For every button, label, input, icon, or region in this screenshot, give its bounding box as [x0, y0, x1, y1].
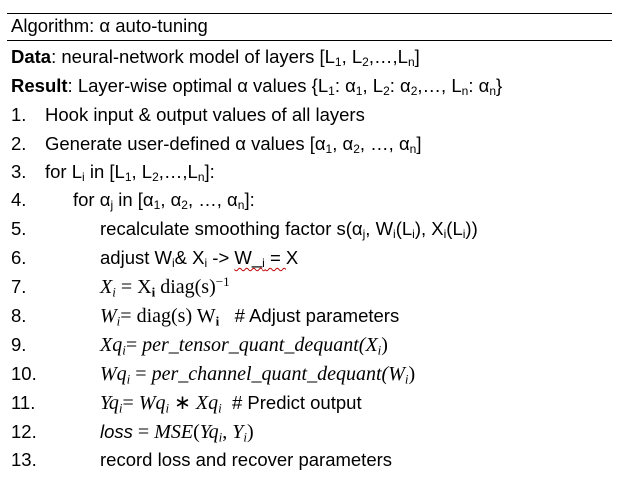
step-formula: loss = MSE(Yqi, Yi)	[100, 421, 254, 445]
step-comment: # Predict output	[221, 392, 362, 413]
step-formula: Yqi= Wqi ∗ Xqi # Predict output	[100, 392, 362, 416]
step-number: 4.	[11, 189, 27, 210]
data-text: , L	[341, 46, 363, 67]
step-number: 8.	[11, 305, 27, 326]
header-rule	[7, 40, 612, 41]
step-number: 12.	[11, 421, 37, 442]
data-sub: 1	[334, 55, 342, 69]
data-label: Data	[11, 46, 52, 67]
result-text: : α	[334, 75, 356, 96]
result-sub: 1	[328, 84, 335, 98]
data-text: ,…,L	[368, 46, 408, 67]
result-text: : α	[389, 75, 411, 96]
result-sub: 2	[383, 84, 390, 98]
step-text: for αj in [α1, α2, …, αn]:	[73, 189, 255, 212]
result-sub: 2	[410, 84, 418, 98]
step-number: 10.	[11, 363, 37, 384]
result-text: : α	[468, 75, 490, 96]
data-sub: 2	[362, 55, 369, 69]
step-text: record loss and recover parameters	[100, 449, 393, 470]
step-number: 5.	[11, 218, 27, 239]
step-text: Generate user-defined α values [α1, α2, …	[45, 133, 422, 156]
step-text: Hook input & output values of all layers	[45, 104, 365, 125]
step-number: 13.	[11, 449, 37, 470]
step-number: 1.	[11, 104, 27, 125]
result-label: Result	[11, 75, 68, 96]
result-text: }	[496, 75, 503, 96]
step-formula: Wqi = per_channel_quant_dequant(Wi)	[100, 363, 416, 387]
step-number: 2.	[11, 133, 27, 154]
step-text: recalculate smoothing factor s(αj, Wi(Li…	[100, 218, 478, 241]
step-formula: Xqi= per_tensor_quant_dequant(Xi)	[100, 334, 388, 358]
step-formula: Xi = Xi diag(s)−1	[100, 273, 230, 300]
result-text: ,…, L	[417, 75, 462, 96]
spellcheck-underline: W_i =	[234, 247, 286, 270]
result-sub: 1	[355, 84, 363, 98]
step-number: 7.	[11, 276, 27, 297]
result-sub: n	[489, 84, 496, 98]
step-comment: # Adjust parameters	[219, 305, 400, 326]
step-text: for Li in [L1, L2,…,Ln]:	[45, 161, 215, 184]
step-number: 3.	[11, 161, 27, 182]
result-text: , L	[362, 75, 384, 96]
result-text: : Layer-wise optimal α values {L	[67, 75, 329, 96]
top-rule	[7, 13, 612, 14]
data-text: : neural-network model of layers [L	[51, 46, 335, 67]
result-sub: n	[461, 84, 469, 98]
algorithm-title-text: Algorithm: α auto-tuning	[11, 15, 208, 36]
data-sub: n	[407, 55, 415, 69]
step-number: 6.	[11, 247, 27, 268]
data-text: ]	[414, 46, 420, 67]
step-formula: Wi= diag(s) Wi # Adjust parameters	[100, 305, 400, 329]
step-number: 11.	[11, 392, 36, 413]
step-text: adjust Wi& Xi -> W_i = X	[100, 247, 299, 270]
step-number: 9.	[11, 334, 27, 355]
